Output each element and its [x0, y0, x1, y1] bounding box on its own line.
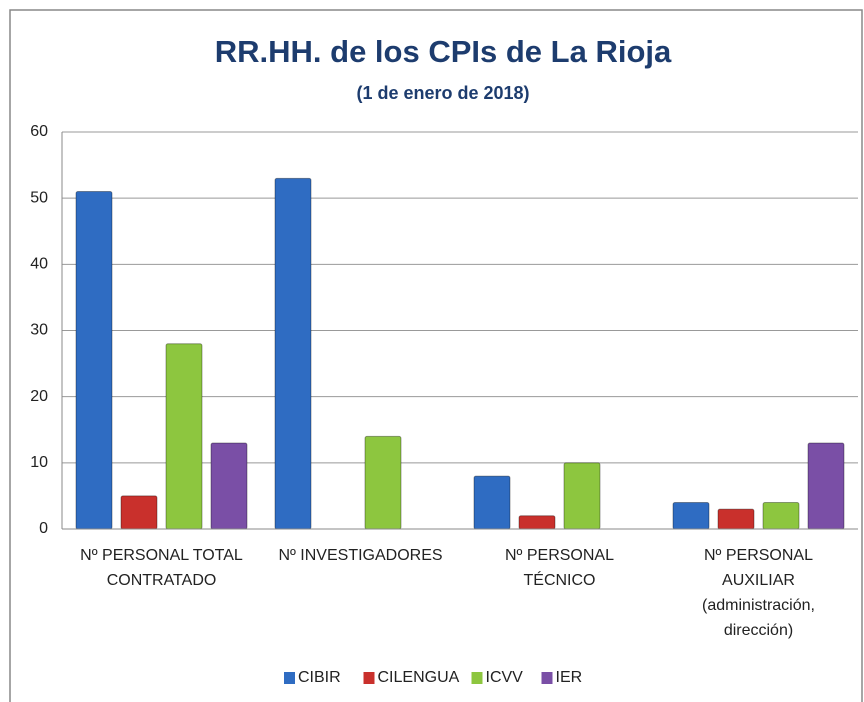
chart-subtitle: (1 de enero de 2018)	[356, 83, 529, 103]
y-tick-label: 0	[39, 520, 48, 537]
bar	[473, 475, 511, 530]
bar	[762, 502, 800, 530]
y-tick-label: 10	[30, 454, 48, 471]
bar	[563, 462, 601, 530]
bar	[120, 495, 158, 530]
bar	[364, 435, 402, 530]
x-tick-label: Nº PERSONAL TOTAL CONTRATADO	[80, 547, 243, 589]
bar	[165, 343, 203, 530]
legend-label: CIBIR	[298, 669, 341, 686]
x-tick-label: Nº PERSONAL TÉCNICO	[505, 547, 614, 589]
x-tick-label: Nº INVESTIGADORES	[278, 547, 442, 564]
bar	[717, 508, 755, 530]
legend-swatch	[541, 672, 553, 684]
bar	[274, 177, 312, 530]
legend-label: CILENGUA	[378, 669, 460, 686]
chart-title: RR.HH. de los CPIs de La Rioja	[215, 34, 672, 69]
legend-label: IER	[556, 669, 583, 686]
y-tick-label: 50	[30, 189, 48, 206]
y-tick-label: 20	[30, 388, 48, 405]
legend-swatch	[363, 672, 375, 684]
bar	[807, 442, 845, 530]
bar	[210, 442, 248, 530]
legend-swatch	[471, 672, 483, 684]
y-tick-label: 40	[30, 256, 48, 273]
x-tick-label: Nº PERSONAL AUXILIAR (administración, direc…	[702, 547, 815, 639]
y-tick-label: 30	[30, 322, 48, 339]
bar	[672, 502, 710, 530]
chart-border	[9, 9, 863, 702]
legend-label: ICVV	[486, 669, 524, 686]
bar	[75, 191, 113, 530]
bar	[518, 515, 556, 530]
y-tick-label: 60	[30, 123, 48, 140]
legend-swatch	[284, 672, 295, 684]
